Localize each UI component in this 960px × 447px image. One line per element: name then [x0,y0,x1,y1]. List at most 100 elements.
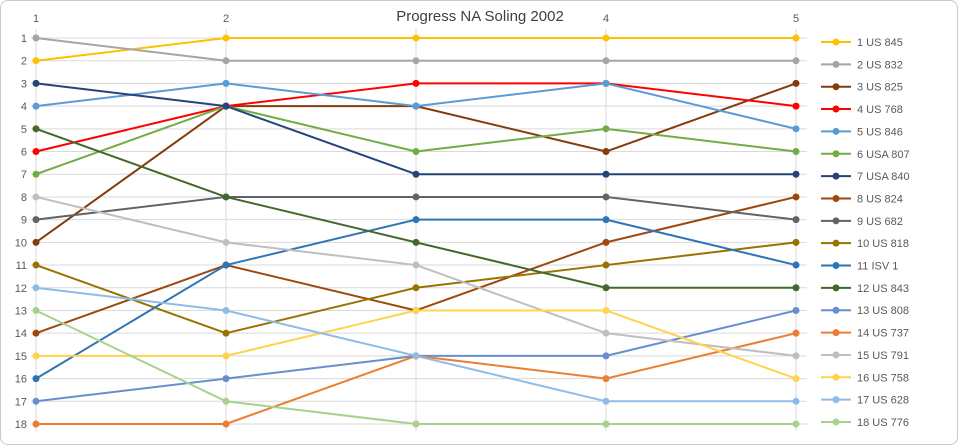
series-7 [32,79,800,178]
data-point-marker [32,170,40,178]
legend-item: 8 US 824 [821,193,903,205]
legend-item: 15 US 791 [821,350,909,362]
data-point-marker [222,193,230,201]
y-axis-tick-label: 6 [21,147,27,159]
legend-item: 2 US 832 [821,59,903,71]
y-axis-tick-label: 15 [15,351,27,363]
data-point-marker [32,352,40,360]
legend-item: 7 USA 840 [821,171,910,183]
data-point-marker [222,102,230,110]
data-point-marker [412,57,420,65]
y-axis-tick-label: 8 [21,192,27,204]
data-point-marker [792,102,800,110]
legend-dot-icon [832,373,840,381]
legend-label: 5 US 846 [857,126,903,138]
series-lines [32,34,800,428]
data-point-marker [792,397,800,405]
legend-dot-icon [832,194,840,202]
data-point-marker [32,397,40,405]
legend-dot-icon [832,418,840,426]
data-point-marker [222,79,230,87]
gridlines [31,29,807,431]
data-point-marker [602,261,610,269]
data-point-marker [32,420,40,428]
data-point-marker [602,79,610,87]
y-axis-tick-label: 9 [21,215,27,227]
data-point-marker [792,216,800,224]
y-axis-tick-label: 17 [15,396,27,408]
data-point-marker [222,375,230,383]
data-point-marker [32,261,40,269]
data-point-marker [412,34,420,42]
legend: 1 US 845 2 US 832 3 US 825 4 US 768 5 US 846… [821,37,910,429]
data-point-marker [602,420,610,428]
y-axis-tick-label: 4 [21,101,27,113]
data-point-marker [412,306,420,314]
y-axis-tick-label: 2 [21,56,27,68]
x-axis-tick-label: 2 [223,13,229,25]
data-point-marker [32,238,40,246]
series-16 [32,306,800,383]
data-point-marker [412,261,420,269]
data-point-marker [602,375,610,383]
data-point-marker [412,238,420,246]
legend-label: 15 US 791 [857,350,909,362]
data-point-marker [222,57,230,65]
legend-dot-icon [832,396,840,404]
series-10 [32,238,800,337]
legend-dot-icon [832,127,840,135]
data-point-marker [32,216,40,224]
legend-item: 10 US 818 [821,238,909,250]
data-point-marker [32,125,40,133]
y-axis-tick-label: 10 [15,237,27,249]
data-point-marker [602,306,610,314]
data-point-marker [222,261,230,269]
data-point-marker [602,193,610,201]
data-point-marker [792,329,800,337]
data-point-marker [602,125,610,133]
series-5 [32,79,800,133]
data-point-marker [412,79,420,87]
series-17 [32,284,800,405]
y-axis-tick-label: 1 [21,33,27,45]
legend-item: 6 USA 807 [821,149,910,161]
legend-item: 13 US 808 [821,305,909,317]
legend-dot-icon [832,105,840,113]
legend-dot-icon [832,38,840,46]
legend-label: 8 US 824 [857,193,903,205]
data-point-marker [32,79,40,87]
series-2 [32,34,800,65]
legend-dot-icon [832,217,840,225]
data-point-marker [792,193,800,201]
legend-label: 14 US 737 [857,328,909,340]
legend-label: 3 US 825 [857,82,903,94]
legend-item: 11 ISV 1 [821,261,898,273]
legend-item: 12 US 843 [821,283,909,295]
legend-dot-icon [832,329,840,337]
y-axis-tick-label: 3 [21,78,27,90]
data-point-marker [222,34,230,42]
legend-dot-icon [832,172,840,180]
data-point-marker [792,352,800,360]
legend-label: 9 US 682 [857,216,903,228]
legend-item: 3 US 825 [821,82,903,94]
data-point-marker [792,125,800,133]
y-axis-tick-label: 16 [15,374,27,386]
chart-title: Progress NA Soling 2002 [396,8,564,25]
y-axis-tick-label: 14 [15,328,27,340]
legend-dot-icon [832,60,840,68]
legend-item: 5 US 846 [821,126,903,138]
data-point-marker [602,216,610,224]
legend-dot-icon [832,262,840,270]
legend-label: 17 US 628 [857,395,909,407]
legend-item: 16 US 758 [821,372,909,384]
legend-label: 13 US 808 [857,305,909,317]
data-point-marker [412,352,420,360]
data-point-marker [792,284,800,292]
data-point-marker [602,57,610,65]
data-point-marker [32,284,40,292]
data-point-marker [32,148,40,156]
data-point-marker [412,420,420,428]
